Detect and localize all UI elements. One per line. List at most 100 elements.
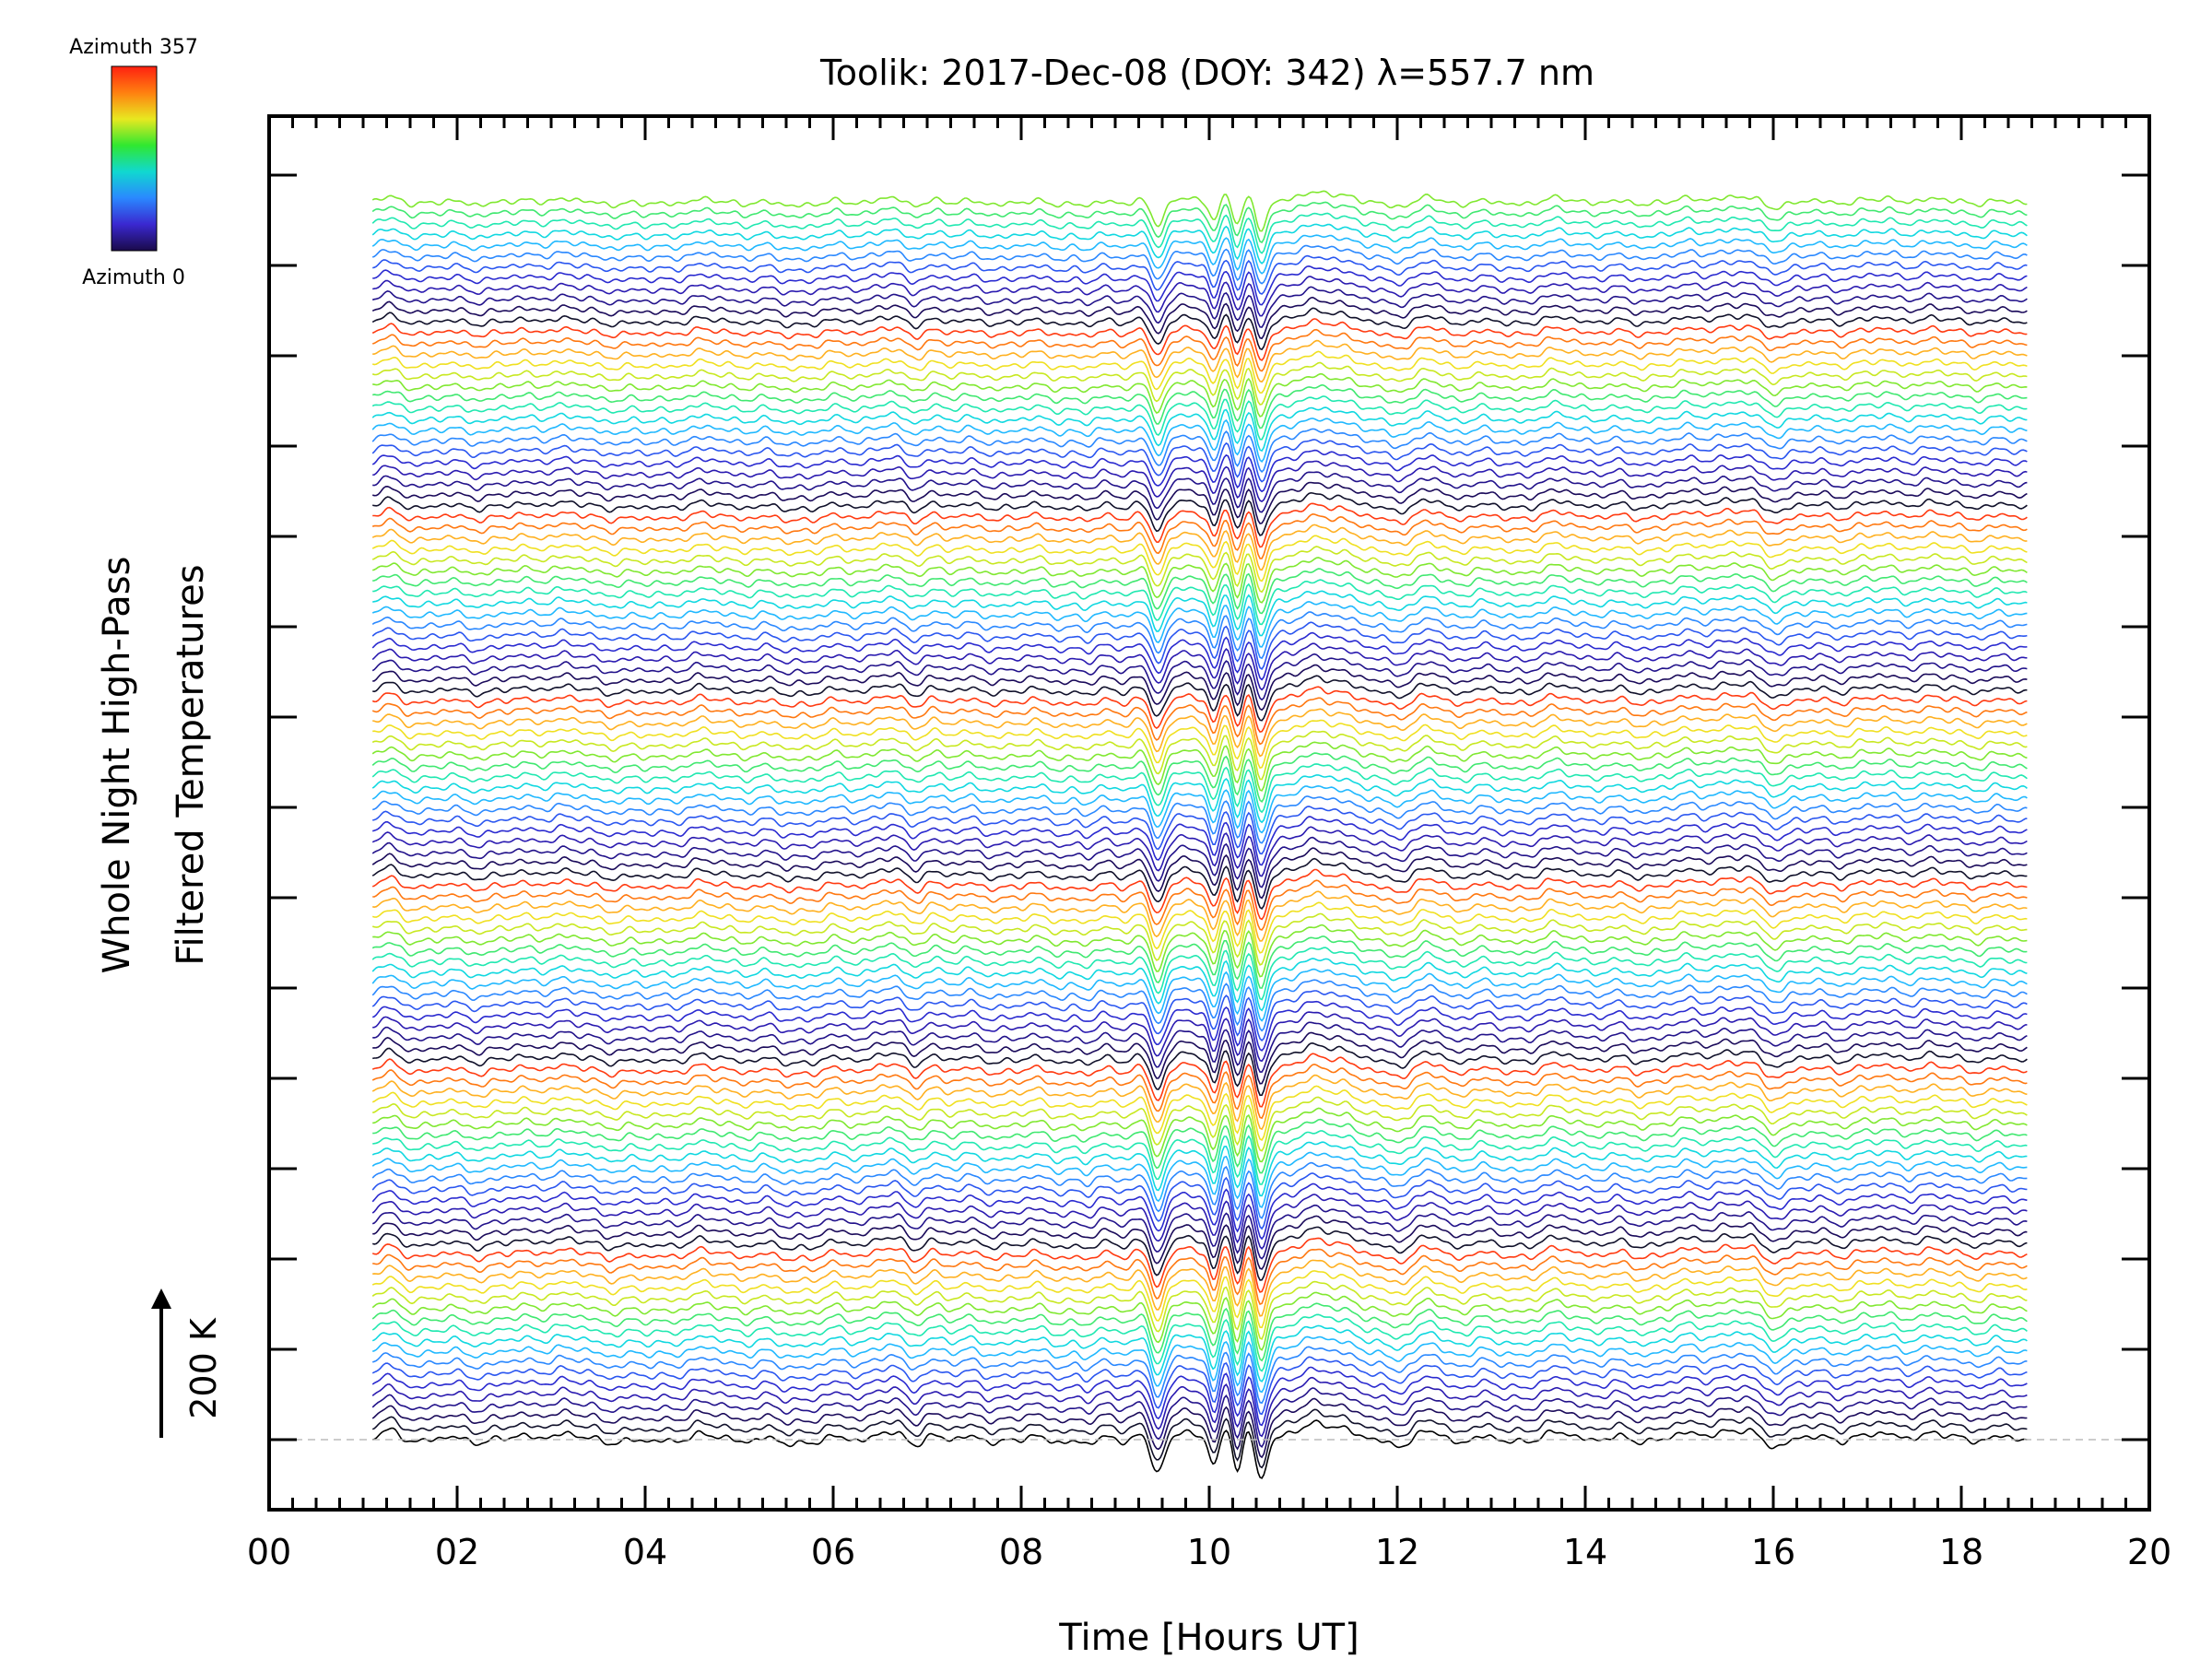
azimuth-series-line bbox=[372, 664, 2028, 712]
azimuth-series-line bbox=[371, 600, 2028, 648]
azimuth-series-line bbox=[371, 686, 2028, 733]
azimuth-series-line bbox=[371, 557, 2028, 604]
colorbar-legend: Azimuth 357 Azimuth 0 bbox=[69, 36, 198, 289]
azimuth-series-line bbox=[371, 621, 2028, 671]
azimuth-series-line bbox=[372, 806, 2028, 855]
azimuth-series-line bbox=[372, 1130, 2028, 1185]
azimuth-series-line bbox=[371, 1324, 2028, 1382]
azimuth-series-line bbox=[371, 784, 2028, 834]
azimuth-series-line bbox=[371, 212, 2028, 254]
azimuth-series-line bbox=[372, 372, 2028, 418]
x-tick-label: 14 bbox=[1563, 1532, 1607, 1572]
azimuth-series-line bbox=[372, 276, 2028, 317]
azimuth-series-line bbox=[372, 460, 2028, 503]
azimuth-series-line bbox=[371, 535, 2028, 582]
azimuth-series-line bbox=[371, 847, 2028, 900]
azimuth-series-line bbox=[371, 190, 2028, 232]
azimuth-series-line bbox=[372, 1011, 2028, 1063]
azimuth-series-line bbox=[371, 201, 2028, 244]
azimuth-series-line bbox=[372, 1419, 2028, 1479]
y-axis-label-line2: Filtered Temperatures bbox=[170, 564, 212, 965]
azimuth-series-line bbox=[371, 730, 2028, 781]
azimuth-series-line bbox=[372, 254, 2028, 295]
x-tick-label: 20 bbox=[2127, 1532, 2171, 1572]
azimuth-series-line bbox=[371, 968, 2028, 1022]
azimuth-series-line bbox=[371, 795, 2028, 844]
azimuth-series-line bbox=[372, 568, 2028, 615]
azimuth-series-line bbox=[372, 350, 2028, 394]
azimuth-series-line bbox=[372, 1031, 2028, 1085]
azimuth-series-line bbox=[371, 741, 2028, 792]
x-tick-label: 10 bbox=[1187, 1532, 1231, 1572]
azimuth-series-line bbox=[372, 719, 2028, 770]
azimuth-series-line bbox=[371, 1346, 2028, 1405]
azimuth-series-line bbox=[372, 481, 2028, 524]
azimuth-series-line bbox=[372, 1041, 2028, 1097]
azimuth-series-line bbox=[371, 653, 2028, 701]
azimuth-series-line bbox=[371, 307, 2028, 351]
azimuth-series-line bbox=[371, 395, 2028, 441]
azimuth-series-line bbox=[372, 1248, 2028, 1306]
scale-bar-arrowhead bbox=[151, 1288, 171, 1309]
azimuth-series-line bbox=[371, 1356, 2028, 1416]
azimuth-series-line bbox=[371, 244, 2028, 285]
chart-title: Toolik: 2017-Dec-08 (DOY: 342) λ=557.7 n… bbox=[819, 53, 1594, 93]
azimuth-series-line bbox=[371, 1313, 2028, 1372]
axis-ticks bbox=[267, 116, 2151, 1510]
azimuth-series-line bbox=[371, 439, 2028, 483]
azimuth-series-line bbox=[371, 947, 2028, 1001]
series-lines bbox=[371, 190, 2028, 1479]
azimuth-series-line bbox=[371, 361, 2028, 406]
azimuth-series-line bbox=[371, 763, 2028, 814]
azimuth-series-line bbox=[372, 708, 2028, 758]
azimuth-series-line bbox=[371, 826, 2028, 877]
azimuth-series-line bbox=[371, 1053, 2028, 1108]
x-axis-label: Time [Hours UT] bbox=[1058, 1617, 1359, 1659]
azimuth-series-line bbox=[371, 857, 2028, 910]
azimuth-series-line bbox=[372, 912, 2028, 966]
azimuth-series-line bbox=[371, 868, 2028, 921]
azimuth-series-line bbox=[371, 428, 2028, 474]
azimuth-series-line bbox=[372, 890, 2028, 942]
azimuth-series-line bbox=[371, 234, 2028, 275]
x-tick-label: 06 bbox=[811, 1532, 855, 1572]
azimuth-series-line bbox=[371, 642, 2028, 691]
scale-bar-label: 200 K bbox=[183, 1317, 224, 1419]
azimuth-series-line bbox=[371, 1074, 2028, 1131]
azimuth-series-line bbox=[371, 406, 2028, 453]
azimuth-series-line bbox=[371, 697, 2028, 746]
azimuth-series-line bbox=[371, 1172, 2028, 1230]
azimuth-series-line bbox=[371, 836, 2028, 888]
azimuth-series-line bbox=[372, 383, 2028, 429]
azimuth-series-line bbox=[371, 449, 2028, 493]
azimuth-series-line bbox=[371, 935, 2028, 989]
azimuth-series-line bbox=[372, 879, 2028, 931]
azimuth-series-line bbox=[371, 1194, 2028, 1250]
azimuth-series-line bbox=[371, 816, 2028, 866]
x-tick-label: 08 bbox=[999, 1532, 1043, 1572]
azimuth-series-line bbox=[371, 328, 2028, 372]
azimuth-series-line bbox=[371, 286, 2028, 328]
azimuth-series-line bbox=[371, 631, 2028, 681]
azimuth-series-line bbox=[371, 1291, 2028, 1351]
azimuth-series-line bbox=[371, 1141, 2028, 1197]
azimuth-series-line bbox=[372, 1096, 2028, 1152]
azimuth-series-line bbox=[372, 491, 2028, 536]
azimuth-series-line bbox=[371, 1366, 2028, 1427]
scale-bar: 200 K bbox=[151, 1288, 224, 1438]
azimuth-series-line bbox=[371, 418, 2028, 463]
azimuth-series-line bbox=[371, 979, 2028, 1032]
azimuth-series-line bbox=[371, 1397, 2028, 1459]
azimuth-series-line bbox=[372, 1226, 2028, 1281]
azimuth-series-line bbox=[372, 579, 2028, 626]
x-tick-label: 00 bbox=[247, 1532, 291, 1572]
x-tick-label: 18 bbox=[1939, 1532, 1983, 1572]
azimuth-series-line bbox=[372, 590, 2028, 637]
azimuth-series-line bbox=[371, 318, 2028, 361]
y-axis-label-line1: Whole Night High-Pass bbox=[96, 557, 138, 974]
azimuth-series-line bbox=[371, 611, 2028, 660]
azimuth-series-line bbox=[372, 1215, 2028, 1270]
x-tick-label: 04 bbox=[623, 1532, 667, 1572]
azimuth-series-line bbox=[372, 675, 2028, 722]
